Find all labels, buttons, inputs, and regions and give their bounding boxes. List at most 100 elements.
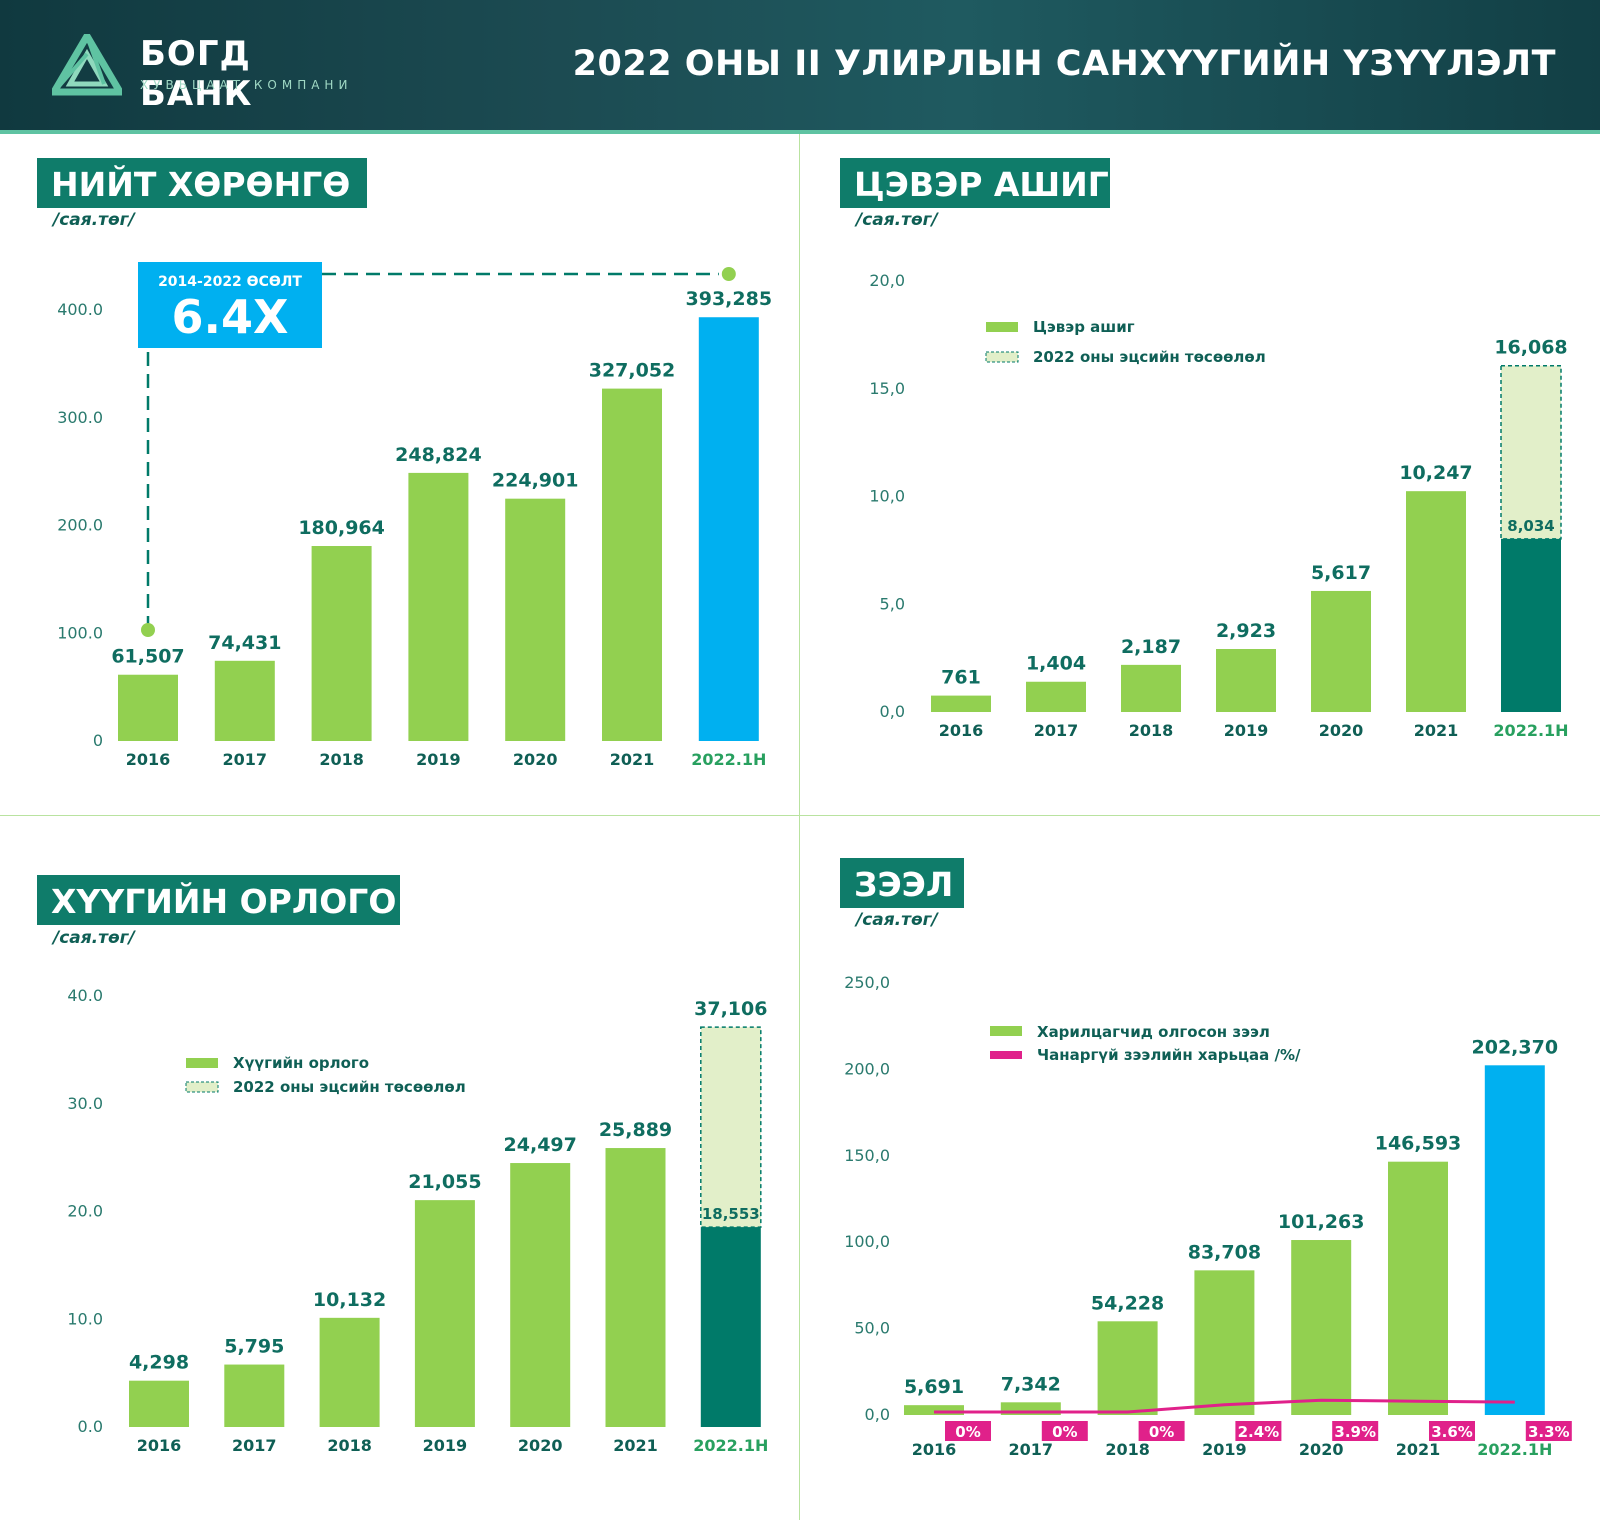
vertical-divider bbox=[799, 134, 800, 1520]
npl-badge bbox=[1525, 1421, 1572, 1441]
y-tick-label: 5,0 bbox=[880, 594, 905, 613]
category-label: 2020 bbox=[518, 1436, 563, 1455]
y-tick-label: 0,0 bbox=[880, 702, 905, 721]
legend-label: Харилцагчид олгосон зээл bbox=[1037, 1023, 1270, 1041]
data-label: 202,370 bbox=[1472, 1036, 1559, 1058]
category-label: 2021 bbox=[1396, 1440, 1441, 1459]
y-tick-label: 50,0 bbox=[854, 1319, 890, 1338]
data-label: 761 bbox=[941, 667, 981, 689]
page-title: 2022 ОНЫ II УЛИРЛЫН САНХҮҮГИЙН ҮЗҮҮЛЭЛТ bbox=[572, 44, 1556, 84]
chart-title-box bbox=[37, 158, 367, 208]
data-label: 24,497 bbox=[504, 1134, 577, 1156]
y-tick-label: 200.0 bbox=[57, 516, 103, 535]
category-label: 2020 bbox=[1319, 721, 1364, 740]
category-label: 2022.1H bbox=[691, 750, 766, 769]
bar bbox=[505, 498, 566, 741]
npl-label: 3.6% bbox=[1431, 1423, 1473, 1441]
data-label: 327,052 bbox=[589, 360, 676, 382]
category-label: 2019 bbox=[1224, 721, 1269, 740]
legend-label: Хүүгийн орлого bbox=[233, 1054, 369, 1072]
y-tick-label: 250,0 bbox=[844, 973, 890, 992]
growth-callout-value: 6.4X bbox=[172, 290, 289, 344]
horizontal-divider bbox=[0, 815, 1600, 816]
category-label: 2019 bbox=[1202, 1440, 1247, 1459]
y-tick-label: 20,0 bbox=[869, 271, 905, 290]
unit-label: /сая.төг/ bbox=[854, 210, 940, 230]
bar bbox=[319, 1317, 380, 1427]
data-label: 8,034 bbox=[1507, 517, 1554, 535]
legend-swatch bbox=[186, 1058, 218, 1068]
bar bbox=[602, 388, 662, 741]
unit-label: /сая.төг/ bbox=[51, 928, 137, 948]
data-label: 1,404 bbox=[1026, 653, 1086, 675]
y-tick-label: 100.0 bbox=[57, 623, 103, 642]
data-label: 146,593 bbox=[1375, 1133, 1462, 1155]
bar bbox=[1026, 681, 1086, 712]
legend-label: 2022 оны эцсийн төсөөлөл bbox=[1033, 348, 1266, 366]
y-tick-label: 150,0 bbox=[844, 1146, 890, 1165]
projection-label: 37,106 bbox=[694, 998, 767, 1020]
y-tick-label: 0 bbox=[93, 731, 103, 750]
y-tick-label: 100,0 bbox=[844, 1232, 890, 1251]
projection-bar bbox=[1500, 364, 1562, 540]
bar bbox=[510, 1163, 571, 1427]
bank-name: БОГД БАНК bbox=[140, 34, 253, 114]
category-label: 2021 bbox=[613, 1436, 658, 1455]
y-tick-label: 10,0 bbox=[869, 487, 905, 506]
npl-badge bbox=[1235, 1421, 1282, 1441]
bank-subtitle: ХУВЬЦААТ КОМПАНИ bbox=[140, 78, 353, 92]
npl-badge bbox=[1041, 1421, 1088, 1441]
bar bbox=[931, 695, 991, 712]
growth-callout-box bbox=[138, 262, 322, 348]
data-label: 18,553 bbox=[702, 1205, 760, 1223]
data-label: 10,247 bbox=[1399, 462, 1472, 484]
y-tick-label: 0,0 bbox=[865, 1405, 890, 1424]
data-label: 5,795 bbox=[224, 1336, 284, 1358]
chart-title: НИЙТ ХӨРӨНГӨ bbox=[51, 164, 350, 204]
bar bbox=[1484, 1065, 1545, 1415]
legend-swatch bbox=[185, 1081, 219, 1093]
legend-swatch bbox=[990, 1051, 1022, 1059]
category-label: 2017 bbox=[223, 750, 268, 769]
y-tick-label: 20.0 bbox=[67, 1202, 103, 1221]
data-label: 83,708 bbox=[1188, 1241, 1261, 1263]
y-tick-label: 10.0 bbox=[67, 1309, 103, 1328]
data-label: 21,055 bbox=[408, 1171, 481, 1193]
y-tick-label: 200,0 bbox=[844, 1059, 890, 1078]
chart-title: ЗЭЭЛ bbox=[854, 865, 953, 904]
category-label: 2016 bbox=[137, 1436, 182, 1455]
chart-title: ЦЭВЭР АШИГ bbox=[854, 165, 1109, 204]
npl-label: 0% bbox=[955, 1423, 980, 1441]
y-tick-label: 30.0 bbox=[67, 1094, 103, 1113]
bar bbox=[700, 1227, 761, 1427]
category-label: 2019 bbox=[423, 1436, 468, 1455]
bar bbox=[1194, 1270, 1255, 1415]
data-label: 54,228 bbox=[1091, 1292, 1164, 1314]
npl-badge bbox=[945, 1421, 991, 1441]
npl-label: 3.9% bbox=[1334, 1423, 1376, 1441]
category-label: 2020 bbox=[1299, 1440, 1344, 1459]
bar bbox=[414, 1200, 475, 1427]
y-tick-label: 300.0 bbox=[57, 408, 103, 427]
category-label: 2018 bbox=[319, 750, 364, 769]
data-label: 74,431 bbox=[208, 632, 281, 654]
bar bbox=[1311, 590, 1371, 712]
legend-swatch bbox=[986, 322, 1018, 332]
npl-badge bbox=[1429, 1421, 1475, 1441]
legend-label: Цэвэр ашиг bbox=[1033, 318, 1135, 336]
category-label: 2016 bbox=[939, 721, 984, 740]
y-tick-label: 40.0 bbox=[67, 986, 103, 1005]
unit-label: /сая.төг/ bbox=[854, 910, 940, 930]
legend-label: 2022 оны эцсийн төсөөлөл bbox=[233, 1078, 466, 1096]
data-label: 61,507 bbox=[111, 646, 184, 668]
data-label: 180,964 bbox=[298, 517, 385, 539]
bar bbox=[904, 1405, 964, 1415]
bar bbox=[224, 1364, 285, 1427]
projection-label: 16,068 bbox=[1494, 337, 1567, 359]
category-label: 2021 bbox=[610, 750, 655, 769]
category-label: 2022.1H bbox=[693, 1436, 768, 1455]
bar bbox=[1216, 649, 1276, 712]
projection-bar bbox=[700, 1026, 762, 1228]
npl-badge bbox=[1332, 1421, 1379, 1441]
